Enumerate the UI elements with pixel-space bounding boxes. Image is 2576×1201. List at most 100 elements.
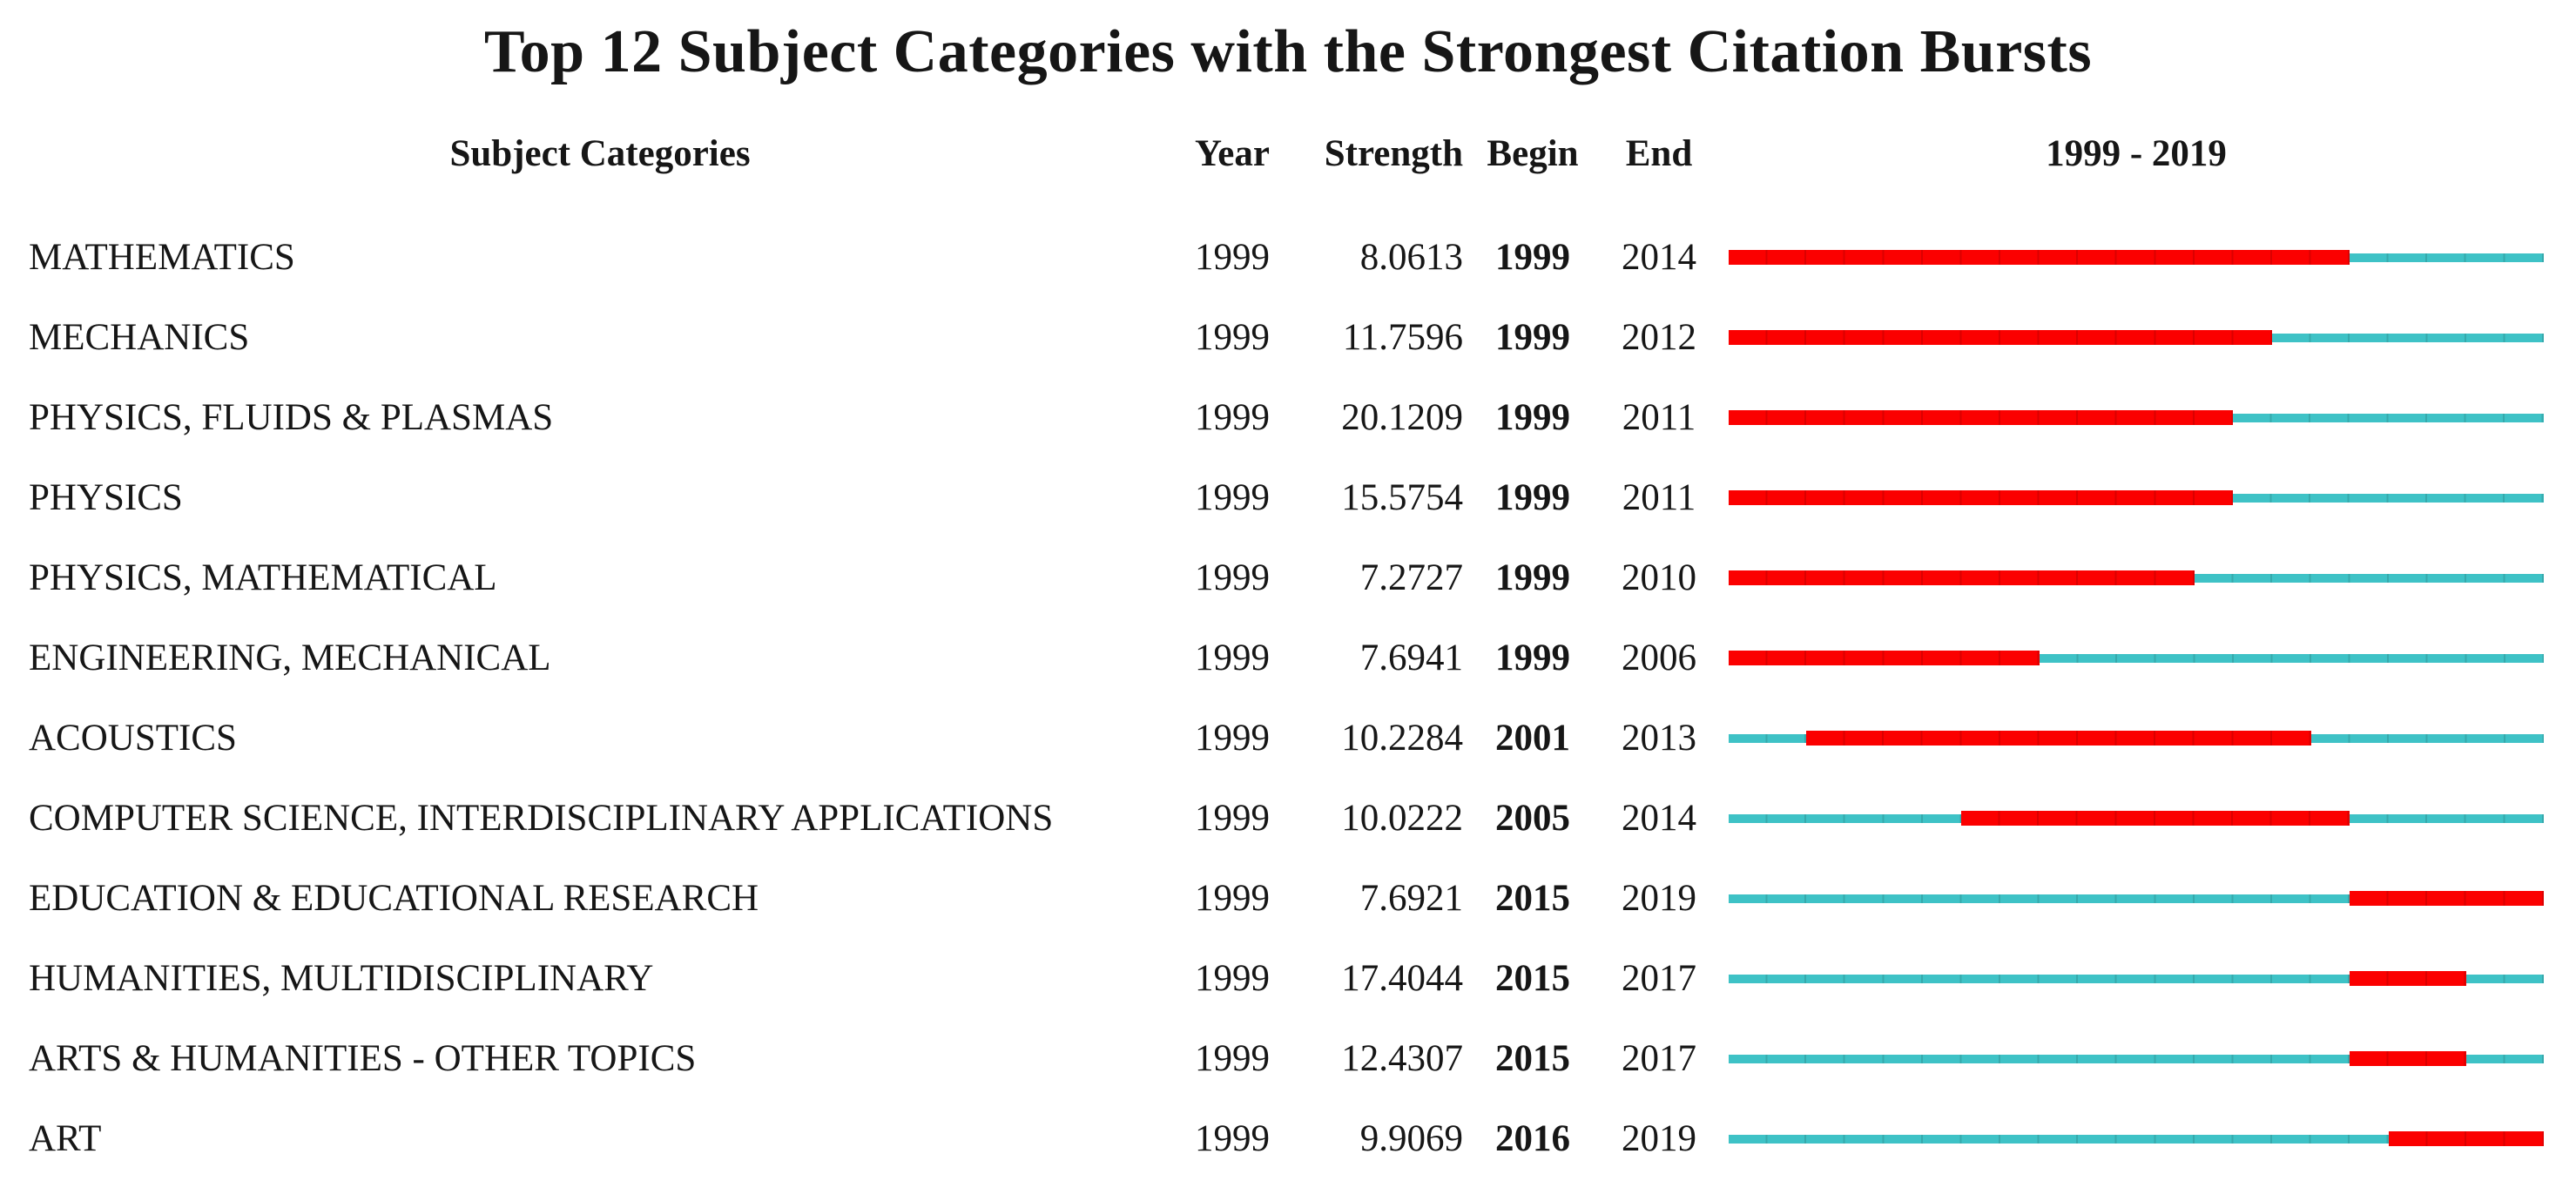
column-header-begin: Begin [1487, 133, 1579, 174]
burst-table: Subject Categories Year Strength Begin E… [0, 91, 2576, 1179]
baseline-segment-post [2272, 333, 2544, 342]
baseline-segment-pre [1729, 733, 1807, 743]
baseline-segment-post [2233, 493, 2544, 503]
end-year-value: 2019 [1622, 878, 1696, 919]
subject-category-label: ART [29, 1118, 102, 1159]
burst-segment [1729, 651, 2040, 665]
begin-year-value: 2001 [1495, 718, 1570, 759]
baseline-segment-pre [1729, 974, 2350, 983]
burst-segment [2388, 1131, 2544, 1146]
baseline-segment-pre [1729, 1134, 2389, 1144]
burst-segment [2350, 1051, 2466, 1066]
table-header-row: Subject Categories Year Strength Begin E… [0, 91, 2576, 218]
end-year-value: 2017 [1622, 958, 1696, 999]
baseline-segment-post [2233, 413, 2544, 422]
begin-year-value: 1999 [1495, 397, 1570, 438]
table-row: PHYSICS 1999 15.5754 1999 2011 [0, 458, 2576, 538]
table-row: PHYSICS, MATHEMATICAL 1999 7.2727 1999 2… [0, 538, 2576, 618]
baseline-segment-post [2350, 253, 2544, 262]
burst-timeline-bar [1729, 458, 2544, 538]
burst-timeline-bar [1729, 939, 2544, 1019]
baseline-segment-pre [1729, 894, 2350, 903]
burst-timeline-bar [1729, 218, 2544, 298]
burst-segment [2350, 971, 2466, 986]
end-year-value: 2013 [1622, 718, 1696, 759]
table-row: PHYSICS, FLUIDS & PLASMAS 1999 20.1209 1… [0, 378, 2576, 458]
column-header-strength: Strength [1324, 133, 1463, 174]
subject-category-label: MATHEMATICS [29, 237, 295, 278]
burst-segment [1729, 570, 2195, 585]
strength-value: 11.7596 [1342, 317, 1463, 358]
burst-timeline-bar [1729, 298, 2544, 378]
column-header-end: End [1625, 133, 1693, 174]
end-year-value: 2011 [1622, 397, 1696, 438]
column-header-timeline-range: 1999 - 2019 [2046, 133, 2227, 174]
table-row: ACOUSTICS 1999 10.2284 2001 2013 [0, 698, 2576, 779]
page-title: Top 12 Subject Categories with the Stron… [483, 18, 2093, 85]
begin-year-value: 2015 [1495, 878, 1570, 919]
strength-value: 7.6921 [1359, 878, 1463, 919]
begin-year-value: 1999 [1495, 317, 1570, 358]
begin-year-value: 1999 [1495, 237, 1570, 278]
year-value: 1999 [1195, 477, 1270, 518]
subject-category-label: PHYSICS [29, 477, 183, 518]
subject-category-label: ACOUSTICS [29, 718, 237, 759]
strength-value: 8.0613 [1359, 237, 1463, 278]
strength-value: 10.0222 [1341, 798, 1463, 839]
burst-timeline-bar [1729, 859, 2544, 939]
strength-value: 17.4044 [1341, 958, 1463, 999]
subject-category-label: HUMANITIES, MULTIDISCIPLINARY [29, 958, 654, 999]
table-row: ARTS & HUMANITIES - OTHER TOPICS 1999 12… [0, 1019, 2576, 1099]
baseline-segment-post [2194, 573, 2544, 583]
year-value: 1999 [1195, 1038, 1270, 1079]
year-value: 1999 [1195, 237, 1270, 278]
burst-timeline-bar [1729, 378, 2544, 458]
begin-year-value: 1999 [1495, 638, 1570, 678]
burst-segment [1729, 410, 2234, 425]
burst-timeline-bar [1729, 538, 2544, 618]
burst-segment [1729, 490, 2234, 505]
end-year-value: 2010 [1622, 557, 1696, 598]
table-row: ENGINEERING, MECHANICAL 1999 7.6941 1999… [0, 618, 2576, 698]
begin-year-value: 1999 [1495, 477, 1570, 518]
table-body: MATHEMATICS 1999 8.0613 1999 2014 MECHAN… [0, 218, 2576, 1179]
strength-value: 12.4307 [1341, 1038, 1463, 1079]
begin-year-value: 2015 [1495, 958, 1570, 999]
burst-segment [2350, 891, 2544, 906]
burst-segment [1729, 250, 2350, 265]
year-value: 1999 [1195, 317, 1270, 358]
burst-timeline-bar [1729, 618, 2544, 698]
subject-category-label: COMPUTER SCIENCE, INTERDISCIPLINARY APPL… [29, 798, 1054, 839]
baseline-segment-post [2310, 733, 2544, 743]
burst-timeline-bar [1729, 779, 2544, 859]
burst-segment [1961, 811, 2350, 826]
burst-segment [1729, 330, 2272, 345]
begin-year-value: 2016 [1495, 1118, 1570, 1159]
year-value: 1999 [1195, 798, 1270, 839]
column-header-year: Year [1195, 133, 1270, 174]
end-year-value: 2006 [1622, 638, 1696, 678]
subject-category-label: MECHANICS [29, 317, 250, 358]
year-value: 1999 [1195, 638, 1270, 678]
year-value: 1999 [1195, 557, 1270, 598]
begin-year-value: 2015 [1495, 1038, 1570, 1079]
baseline-segment-post [2465, 1054, 2544, 1063]
column-header-subject-categories: Subject Categories [449, 133, 751, 174]
baseline-segment-post [2039, 653, 2544, 663]
year-value: 1999 [1195, 878, 1270, 919]
end-year-value: 2014 [1622, 237, 1696, 278]
subject-category-label: EDUCATION & EDUCATIONAL RESEARCH [29, 878, 759, 919]
begin-year-value: 2005 [1495, 798, 1570, 839]
strength-value: 7.2727 [1359, 557, 1463, 598]
subject-category-label: PHYSICS, MATHEMATICAL [29, 557, 497, 598]
burst-timeline-bar [1729, 1099, 2544, 1179]
table-row: MECHANICS 1999 11.7596 1999 2012 [0, 298, 2576, 378]
begin-year-value: 1999 [1495, 557, 1570, 598]
table-row: COMPUTER SCIENCE, INTERDISCIPLINARY APPL… [0, 779, 2576, 859]
strength-value: 15.5754 [1341, 477, 1463, 518]
table-row: EDUCATION & EDUCATIONAL RESEARCH 1999 7.… [0, 859, 2576, 939]
year-value: 1999 [1195, 397, 1270, 438]
subject-category-label: PHYSICS, FLUIDS & PLASMAS [29, 397, 554, 438]
end-year-value: 2011 [1622, 477, 1696, 518]
